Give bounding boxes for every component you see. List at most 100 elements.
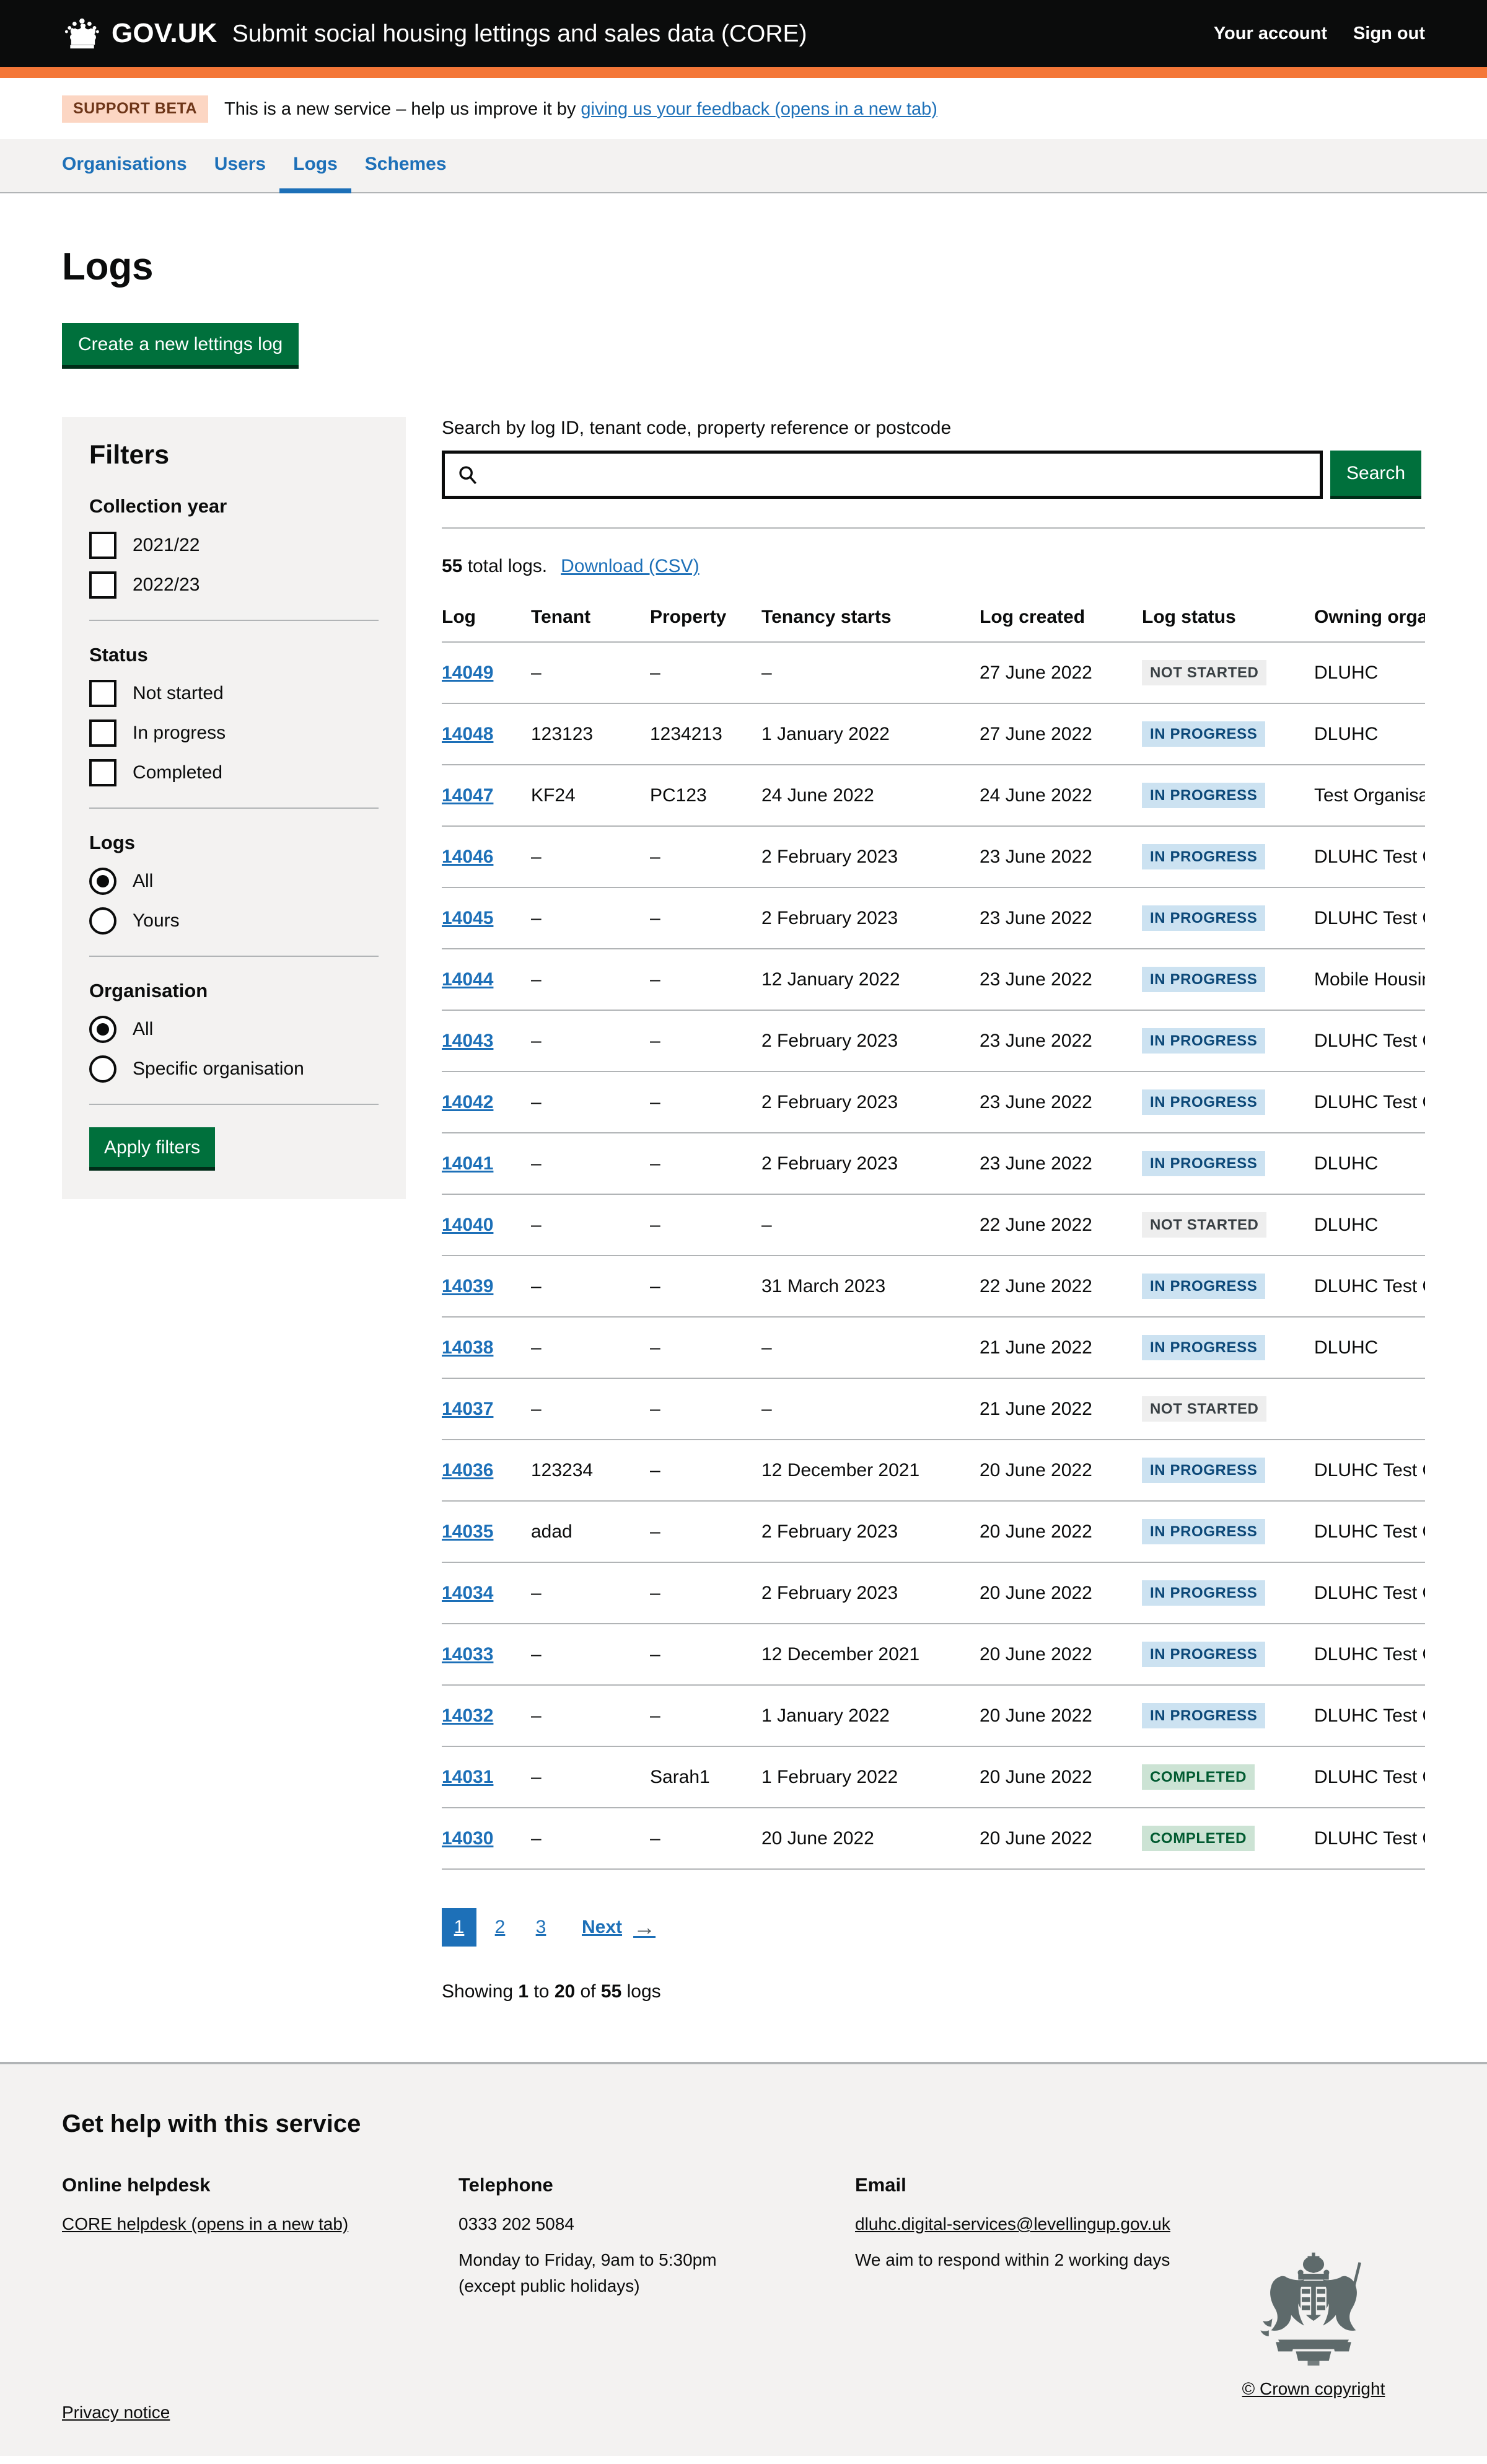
cell-log: 14043 bbox=[442, 1010, 531, 1073]
checkbox-icon[interactable] bbox=[89, 719, 116, 747]
govuk-wordmark[interactable]: GOV.UK bbox=[112, 18, 217, 48]
feedback-link[interactable]: giving us your feedback (opens in a new … bbox=[581, 99, 937, 119]
cell-log-created: 20 June 2022 bbox=[980, 1808, 1142, 1870]
showing-to: 20 bbox=[554, 1981, 576, 2002]
radio-logs-all[interactable]: All bbox=[89, 867, 379, 895]
filters-heading: Filters bbox=[89, 440, 170, 470]
checkbox-icon[interactable] bbox=[89, 759, 116, 786]
logs-table-body: 14049– – –27 June 2022 Not started DLUHC 1404… bbox=[442, 642, 1425, 1870]
status-badge: Not started bbox=[1142, 1396, 1267, 1422]
core-helpdesk-link[interactable]: CORE helpdesk (opens in a new tab) bbox=[62, 2214, 349, 2234]
checkbox-collection-year-2022-23[interactable]: 2022/23 bbox=[89, 571, 379, 599]
pagination-page-2[interactable]: 2 bbox=[494, 1917, 506, 1938]
service-name[interactable]: Submit social housing lettings and sales… bbox=[232, 20, 807, 47]
radio-label: All bbox=[133, 1019, 154, 1040]
radio-icon[interactable] bbox=[89, 867, 116, 895]
column-header-log-status: Log status bbox=[1142, 607, 1314, 643]
cell-tenancy-starts: 2 February 2023 bbox=[761, 1010, 980, 1073]
log-id-link[interactable]: 14033 bbox=[442, 1643, 494, 1665]
cell-tenancy-starts: 12 December 2021 bbox=[761, 1440, 980, 1502]
checkbox-label: Not started bbox=[133, 682, 224, 703]
nav-item-logs[interactable]: Logs bbox=[279, 154, 351, 193]
apply-filters-button[interactable]: Apply filters bbox=[89, 1127, 216, 1171]
column-header-log: Log bbox=[442, 607, 531, 643]
cell-log-status: In progress bbox=[1142, 1317, 1314, 1379]
nav-item-organisations[interactable]: Organisations bbox=[62, 154, 187, 174]
cell-log-created: 20 June 2022 bbox=[980, 1624, 1142, 1686]
radio-organisation-specific[interactable]: Specific organisation bbox=[89, 1055, 379, 1083]
cell-tenancy-starts: 12 January 2022 bbox=[761, 949, 980, 1011]
log-id-link[interactable]: 14043 bbox=[442, 1030, 494, 1051]
log-id-link[interactable]: 14035 bbox=[442, 1521, 494, 1542]
log-id-link[interactable]: 14046 bbox=[442, 846, 494, 867]
cell-tenancy-starts: 2 February 2023 bbox=[761, 1501, 980, 1564]
nav-item-schemes[interactable]: Schemes bbox=[364, 154, 447, 174]
search-box[interactable] bbox=[442, 451, 1323, 499]
nav-item-users[interactable]: Users bbox=[214, 154, 266, 174]
table-row: 14031 – Sarah1 1 February 2022 20 June 2022 C… bbox=[442, 1746, 1425, 1809]
cell-owning-organisation: DLUHC Test Organisation bbox=[1314, 1501, 1425, 1564]
table-row: 14036 123234–12 December 2021 20 June 2022… bbox=[442, 1440, 1425, 1502]
radio-logs-yours[interactable]: Yours bbox=[89, 907, 379, 935]
your-account-link[interactable]: Your account bbox=[1213, 23, 1328, 43]
privacy-notice-link[interactable]: Privacy notice bbox=[62, 2403, 170, 2422]
email-link[interactable]: dluhc.digital-services@levellingup.gov.u… bbox=[855, 2214, 1170, 2234]
log-id-link[interactable]: 14045 bbox=[442, 907, 494, 928]
download-csv-link[interactable]: Download (CSV) bbox=[561, 556, 700, 577]
cell-log: 14032 bbox=[442, 1685, 531, 1748]
crown-copyright-link[interactable]: © Crown copyright bbox=[1242, 2379, 1385, 2399]
log-id-link[interactable]: 14034 bbox=[442, 1582, 494, 1603]
status-badge: In progress bbox=[1142, 1274, 1266, 1300]
checkbox-status-in-progress[interactable]: In progress bbox=[89, 719, 379, 747]
cell-property: – bbox=[650, 1378, 761, 1441]
log-id-link[interactable]: 14049 bbox=[442, 662, 494, 683]
total-logs-count: 55 bbox=[442, 556, 463, 577]
cell-log-created: 22 June 2022 bbox=[980, 1256, 1142, 1318]
table-row: 14049– – –27 June 2022 Not started DLUHC bbox=[442, 642, 1425, 705]
log-id-link[interactable]: 14038 bbox=[442, 1337, 494, 1358]
cell-log-status: Completed bbox=[1142, 1808, 1314, 1870]
checkbox-icon[interactable] bbox=[89, 571, 116, 599]
radio-icon[interactable] bbox=[89, 1055, 116, 1083]
checkbox-collection-year-2021-22[interactable]: 2021/22 bbox=[89, 531, 379, 559]
log-id-link[interactable]: 14048 bbox=[442, 723, 494, 744]
log-id-link[interactable]: 14036 bbox=[442, 1459, 494, 1481]
checkbox-status-completed[interactable]: Completed bbox=[89, 759, 379, 786]
footer-column-telephone: Telephone 0333 202 5084 Monday to Friday… bbox=[458, 2174, 855, 2310]
radio-icon[interactable] bbox=[89, 907, 116, 935]
log-id-link[interactable]: 14040 bbox=[442, 1214, 494, 1235]
status-badge: In progress bbox=[1142, 1335, 1266, 1361]
search-input[interactable] bbox=[456, 454, 1309, 496]
log-id-link[interactable]: 14030 bbox=[442, 1828, 494, 1849]
pagination-next-label: Next bbox=[582, 1917, 623, 1938]
log-id-link[interactable]: 14031 bbox=[442, 1766, 494, 1787]
cell-tenancy-starts: 12 December 2021 bbox=[761, 1624, 980, 1686]
table-row: 14038– – –21 June 2022 In progress DLUHC bbox=[442, 1317, 1425, 1379]
royal-crest-icon bbox=[1260, 2252, 1361, 2366]
phase-tag: SUPPORT BETA bbox=[62, 95, 208, 123]
create-new-lettings-log-button[interactable]: Create a new lettings log bbox=[62, 323, 299, 369]
cell-log: 14044 bbox=[442, 949, 531, 1011]
pagination-next[interactable]: Next → bbox=[582, 1914, 656, 1940]
radio-organisation-all[interactable]: All bbox=[89, 1016, 379, 1044]
pagination-page-1[interactable]: 1 bbox=[442, 1908, 476, 1947]
log-id-link[interactable]: 14039 bbox=[442, 1275, 494, 1296]
pagination-page-3[interactable]: 3 bbox=[535, 1917, 546, 1938]
log-id-link[interactable]: 14041 bbox=[442, 1153, 494, 1174]
log-id-link[interactable]: 14037 bbox=[442, 1398, 494, 1419]
footer-privacy-row: Privacy notice bbox=[62, 2403, 1425, 2422]
sign-out-link[interactable]: Sign out bbox=[1353, 23, 1425, 43]
cell-tenant: 123234 bbox=[531, 1440, 650, 1502]
log-id-link[interactable]: 14047 bbox=[442, 785, 494, 806]
log-id-link[interactable]: 14032 bbox=[442, 1705, 494, 1726]
radio-icon[interactable] bbox=[89, 1016, 116, 1044]
cell-tenant: 123123 bbox=[531, 703, 650, 766]
checkbox-icon[interactable] bbox=[89, 531, 116, 559]
search-button[interactable]: Search bbox=[1330, 451, 1422, 499]
log-id-link[interactable]: 14042 bbox=[442, 1091, 494, 1112]
checkbox-icon[interactable] bbox=[89, 679, 116, 707]
checkbox-status-not-started[interactable]: Not started bbox=[89, 679, 379, 707]
cell-owning-organisation: DLUHC Test Organisation bbox=[1314, 1256, 1425, 1318]
cell-tenant: – bbox=[531, 1194, 650, 1257]
log-id-link[interactable]: 14044 bbox=[442, 969, 494, 990]
